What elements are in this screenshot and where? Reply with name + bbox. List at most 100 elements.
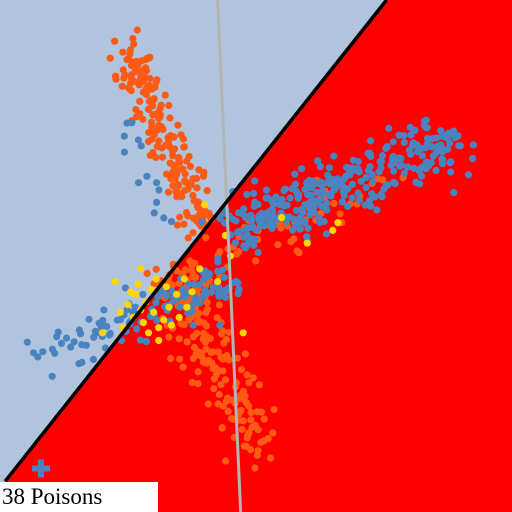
data-point	[157, 101, 165, 109]
data-point	[143, 172, 151, 180]
data-point	[303, 233, 311, 241]
data-point	[195, 281, 203, 289]
poison-point	[160, 316, 168, 324]
data-point	[90, 333, 98, 341]
data-point	[443, 134, 452, 142]
data-point	[245, 402, 253, 410]
data-point	[371, 193, 379, 201]
data-point	[155, 137, 163, 145]
data-point	[53, 333, 61, 341]
data-point	[266, 215, 274, 223]
data-point	[160, 214, 168, 222]
poison-point	[214, 278, 222, 286]
poison-point	[173, 290, 181, 298]
data-point	[116, 316, 124, 324]
data-point	[111, 37, 119, 45]
data-point	[427, 143, 436, 151]
data-point	[183, 157, 191, 165]
data-point	[222, 336, 230, 344]
data-point	[277, 196, 285, 204]
data-point	[220, 273, 228, 282]
data-point	[180, 143, 188, 151]
data-point	[126, 46, 134, 54]
data-point	[313, 188, 321, 196]
data-point	[385, 124, 393, 132]
data-point	[317, 194, 325, 202]
data-point	[252, 226, 260, 234]
data-point	[245, 379, 253, 387]
data-point	[326, 192, 334, 200]
data-point	[200, 290, 208, 298]
data-point	[208, 359, 216, 367]
data-point	[450, 127, 458, 135]
data-point	[377, 190, 385, 198]
data-point	[240, 233, 248, 241]
data-point	[244, 213, 252, 221]
data-point	[205, 272, 213, 280]
data-point	[200, 329, 208, 337]
data-point	[260, 222, 268, 230]
data-point	[29, 349, 38, 357]
poison-point	[155, 336, 163, 345]
data-point	[194, 351, 202, 359]
data-point	[120, 132, 128, 140]
data-point	[121, 284, 129, 292]
data-point	[139, 115, 147, 123]
data-point	[270, 222, 278, 230]
data-point	[299, 208, 307, 216]
data-point	[247, 416, 255, 424]
data-point	[387, 161, 395, 169]
data-point	[203, 187, 211, 195]
data-point	[390, 167, 398, 175]
data-point	[349, 156, 357, 164]
data-point	[362, 183, 370, 192]
data-point	[174, 121, 182, 129]
data-point	[182, 291, 190, 300]
data-point	[348, 194, 356, 202]
data-point	[189, 229, 197, 237]
data-point	[344, 202, 352, 210]
poison-point	[139, 319, 147, 327]
data-point	[251, 198, 259, 206]
data-point	[130, 40, 138, 48]
data-point	[286, 194, 294, 202]
data-point	[219, 402, 227, 410]
data-point	[150, 209, 158, 217]
data-point	[176, 191, 184, 199]
data-point	[195, 309, 203, 317]
data-point	[260, 415, 268, 423]
data-point	[316, 163, 325, 171]
data-point	[257, 408, 266, 416]
data-point	[167, 354, 175, 363]
data-point	[330, 199, 338, 207]
data-point	[257, 209, 266, 218]
data-point	[244, 431, 252, 439]
data-point	[196, 318, 204, 326]
data-point	[400, 169, 408, 177]
data-point	[143, 269, 151, 277]
data-point	[23, 338, 31, 346]
data-point	[238, 425, 246, 434]
data-point	[131, 303, 139, 311]
data-point	[153, 316, 161, 324]
data-point	[429, 152, 437, 160]
data-point	[222, 288, 230, 296]
data-point	[119, 48, 127, 56]
data-point	[135, 179, 143, 187]
data-point	[247, 446, 255, 454]
data-point	[70, 338, 78, 346]
data-point	[312, 180, 320, 188]
data-point	[167, 218, 176, 226]
data-point	[410, 164, 418, 172]
data-point	[125, 84, 133, 92]
data-point	[133, 78, 142, 86]
data-point	[303, 179, 311, 187]
data-point	[217, 381, 225, 389]
data-point	[252, 257, 260, 265]
data-point	[367, 137, 375, 145]
poison-point	[144, 329, 153, 337]
data-point	[148, 118, 156, 126]
data-point	[89, 355, 97, 363]
data-point	[421, 144, 430, 152]
data-point	[154, 293, 162, 301]
